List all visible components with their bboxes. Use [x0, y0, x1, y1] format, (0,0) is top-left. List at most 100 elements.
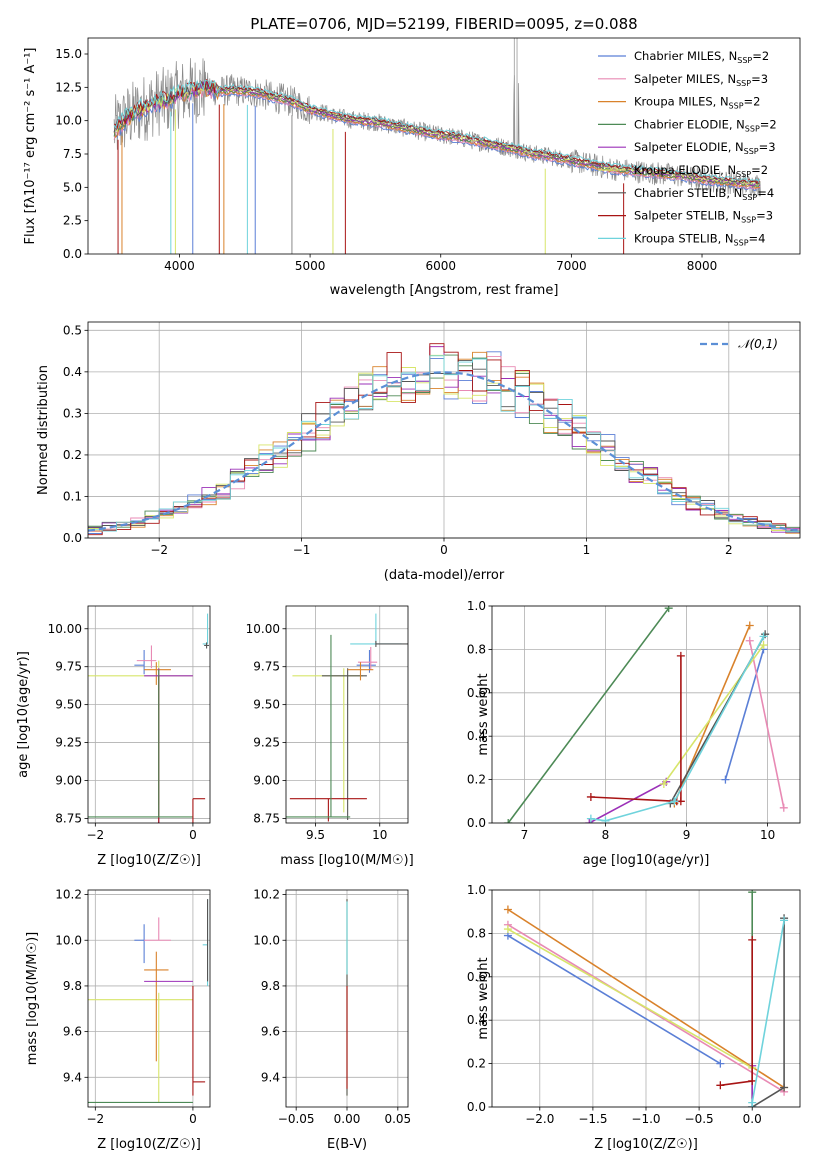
mw-age-marker-salpeter_miles	[745, 636, 754, 645]
x-tick-label: 9.5	[306, 828, 325, 842]
y-tick-label: 0.4	[467, 1013, 486, 1027]
y-tick-label: 9.25	[55, 736, 82, 750]
y-tick-label: 0.6	[467, 686, 486, 700]
mw-Z-marker-kroupa_elodie	[503, 925, 512, 934]
mw-Z-marker-chabrier_elodie	[748, 890, 757, 897]
age-vs-mass-axes-frame	[285, 605, 409, 824]
mw-Z-marker-chabrier_stelib	[780, 1083, 789, 1092]
mw-vs-age-xlabel: age [log10(age/yr)]	[583, 853, 710, 868]
residuals-ylabel: Normed distribution	[36, 365, 51, 495]
y-tick-label: 0.1	[63, 489, 82, 503]
mw-Z-marker-kroupa_stelib	[748, 1103, 757, 1107]
mw-age-line-salpeter_elodie	[588, 781, 667, 823]
y-tick-label: 0.0	[467, 1100, 486, 1114]
mw-age-marker-kroupa_stelib	[601, 816, 610, 823]
age-vs-mass-axes-plot	[286, 613, 408, 822]
mw-age-line-kroupa_elodie	[663, 644, 765, 785]
x-tick-label: −1.5	[578, 1112, 607, 1126]
spectrum-axes-plot	[113, 38, 761, 254]
y-tick-label: 0.2	[63, 448, 82, 462]
y-tick-label: 0.5	[63, 323, 82, 337]
y-tick-label: 9.8	[63, 979, 82, 993]
mw-age-marker-salpeter_miles	[779, 803, 788, 812]
x-tick-label: 7000	[556, 259, 587, 273]
mw-age-marker-kroupa_stelib	[670, 797, 679, 806]
figure-title: PLATE=0706, MJD=52199, FIBERID=0095, z=0…	[250, 15, 637, 33]
y-tick-label: 9.4	[63, 1070, 82, 1084]
y-tick-label: 9.25	[253, 736, 280, 750]
legend-label-kroupa_miles: Kroupa MILES, NSSP=2	[634, 95, 760, 111]
y-tick-label: 10.0	[253, 933, 280, 947]
mw-age-marker-kroupa_miles	[745, 621, 754, 630]
x-tick-label: 0	[189, 828, 197, 842]
x-tick-label: −2	[86, 828, 104, 842]
mw-age-marker-kroupa_stelib	[586, 814, 595, 823]
y-tick-label: 9.75	[253, 660, 280, 674]
mw-Z-marker-chabrier_miles	[716, 1059, 725, 1068]
gaussian-legend-label: 𝒩(0,1)	[738, 337, 778, 351]
mw-Z-marker-kroupa_miles	[503, 905, 512, 914]
y-tick-label: 10.00	[246, 622, 280, 636]
x-tick-label: −2	[150, 543, 168, 557]
y-tick-label: 10.2	[253, 888, 280, 902]
y-tick-label: 9.50	[55, 698, 82, 712]
residuals-axes-plot	[88, 343, 800, 536]
age-vs-Z-axes-frame	[87, 605, 211, 824]
age-vs-Z-ylabel: age [log10(age/yr)]	[16, 651, 31, 778]
mw-Z-marker-salpeter_stelib	[748, 1076, 757, 1085]
y-tick-label: 1.0	[467, 599, 486, 613]
mw-age-marker-kroupa_elodie	[759, 641, 768, 650]
y-tick-label: 0.8	[467, 926, 486, 940]
x-tick-label: −0.05	[278, 1112, 315, 1126]
y-tick-label: 0.0	[63, 531, 82, 545]
x-tick-label: 7	[521, 828, 529, 842]
histogram-salpeter_stelib	[88, 343, 800, 536]
mw-age-line-kroupa_stelib	[590, 636, 765, 822]
y-tick-label: 2.5	[63, 214, 82, 228]
mass-vs-ebv-xlabel: E(B-V)	[327, 1137, 367, 1152]
y-tick-label: 0.0	[63, 247, 82, 261]
mw-age-marker-kroupa_elodie	[659, 779, 668, 788]
mw-age-marker-salpeter_elodie	[585, 819, 594, 823]
x-tick-label: 0	[189, 1112, 197, 1126]
mass-vs-Z-xlabel: Z [log10(Z/Z☉)]	[97, 1137, 201, 1152]
mw-vs-age-axes-plot	[504, 606, 788, 823]
age-vs-Z-axes-plot	[88, 613, 210, 823]
model-spectrum-salpeter_elodie	[113, 80, 761, 187]
y-tick-label: 9.00	[253, 774, 280, 788]
legend-label-chabrier_elodie: Chabrier ELODIE, NSSP=2	[634, 117, 777, 133]
age-vs-mass-xlabel: mass [log10(M/M☉)]	[280, 853, 413, 868]
y-tick-label: 9.00	[55, 774, 82, 788]
y-tick-label: 8.75	[55, 811, 82, 825]
y-tick-label: 5.0	[63, 180, 82, 194]
y-tick-label: 0.4	[467, 729, 486, 743]
mw-age-marker-salpeter_stelib	[676, 651, 685, 660]
y-tick-label: 7.5	[63, 147, 82, 161]
y-tick-label: 9.4	[261, 1070, 280, 1084]
mw-Z-marker-kroupa_stelib	[780, 916, 789, 925]
mw-age-marker-salpeter_stelib	[586, 792, 595, 801]
mw-age-marker-chabrier_elodie	[664, 606, 673, 613]
y-tick-label: 0.8	[467, 642, 486, 656]
mw-vs-Z-xlabel: Z [log10(Z/Z☉)]	[594, 1137, 698, 1152]
x-tick-label: 1	[583, 543, 591, 557]
x-tick-label: 9	[683, 828, 691, 842]
y-tick-label: 0.2	[467, 1057, 486, 1071]
y-tick-label: 0.4	[63, 365, 82, 379]
mass-vs-Z-axes-frame	[87, 889, 211, 1108]
mw-Z-marker-salpeter_stelib	[716, 1081, 725, 1090]
x-tick-label: −1.0	[631, 1112, 660, 1126]
y-tick-label: 0.2	[467, 773, 486, 787]
age-vs-mass-axes: 9.5 10 8.75 9.00 9.25 9.50 9.75 10.00	[246, 605, 409, 842]
mw-vs-Z-ylabel: mass weight	[476, 957, 491, 1039]
model-spectrum-kroupa_stelib	[113, 79, 761, 182]
spectrum-xlabel: wavelength [Angstrom, rest frame]	[330, 283, 559, 298]
mass-vs-Z-axes: −2 0 9.4 9.6 9.8 10.0 10.2	[55, 888, 211, 1126]
y-tick-label: 10.0	[55, 114, 82, 128]
x-tick-label: 0.00	[334, 1112, 361, 1126]
x-tick-label: 6000	[425, 259, 456, 273]
x-tick-label: 0.0	[743, 1112, 762, 1126]
histogram-kroupa_stelib	[88, 355, 800, 533]
y-tick-label: 15.0	[55, 47, 82, 61]
mw-vs-age-axes-frame	[491, 605, 801, 824]
